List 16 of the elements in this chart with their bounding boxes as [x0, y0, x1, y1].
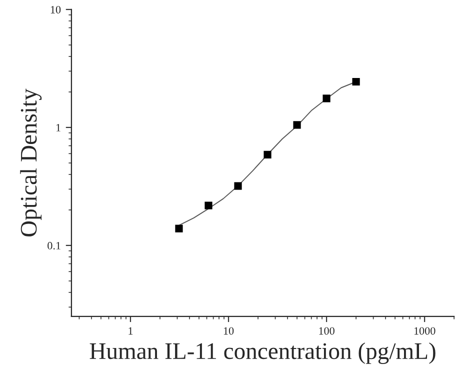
- point: [234, 182, 242, 190]
- y-tick-label: 1: [56, 124, 60, 132]
- y-tick-label: 10: [50, 6, 61, 14]
- point: [175, 224, 183, 232]
- y-axis-title: Optical Density: [20, 88, 42, 236]
- y-tick-label: 0.1: [48, 242, 60, 250]
- x-tick-label: 10: [224, 327, 234, 335]
- point: [322, 94, 330, 102]
- x-axis-title: Human IL-11 concentration (pg/mL): [90, 342, 436, 364]
- x-tick-label: 1000: [414, 327, 436, 335]
- point: [264, 150, 272, 158]
- x-tick-label: 100: [319, 327, 334, 335]
- point: [204, 202, 212, 210]
- point: [352, 78, 360, 86]
- point: [293, 121, 301, 129]
- x-tick-label: 1: [128, 327, 133, 335]
